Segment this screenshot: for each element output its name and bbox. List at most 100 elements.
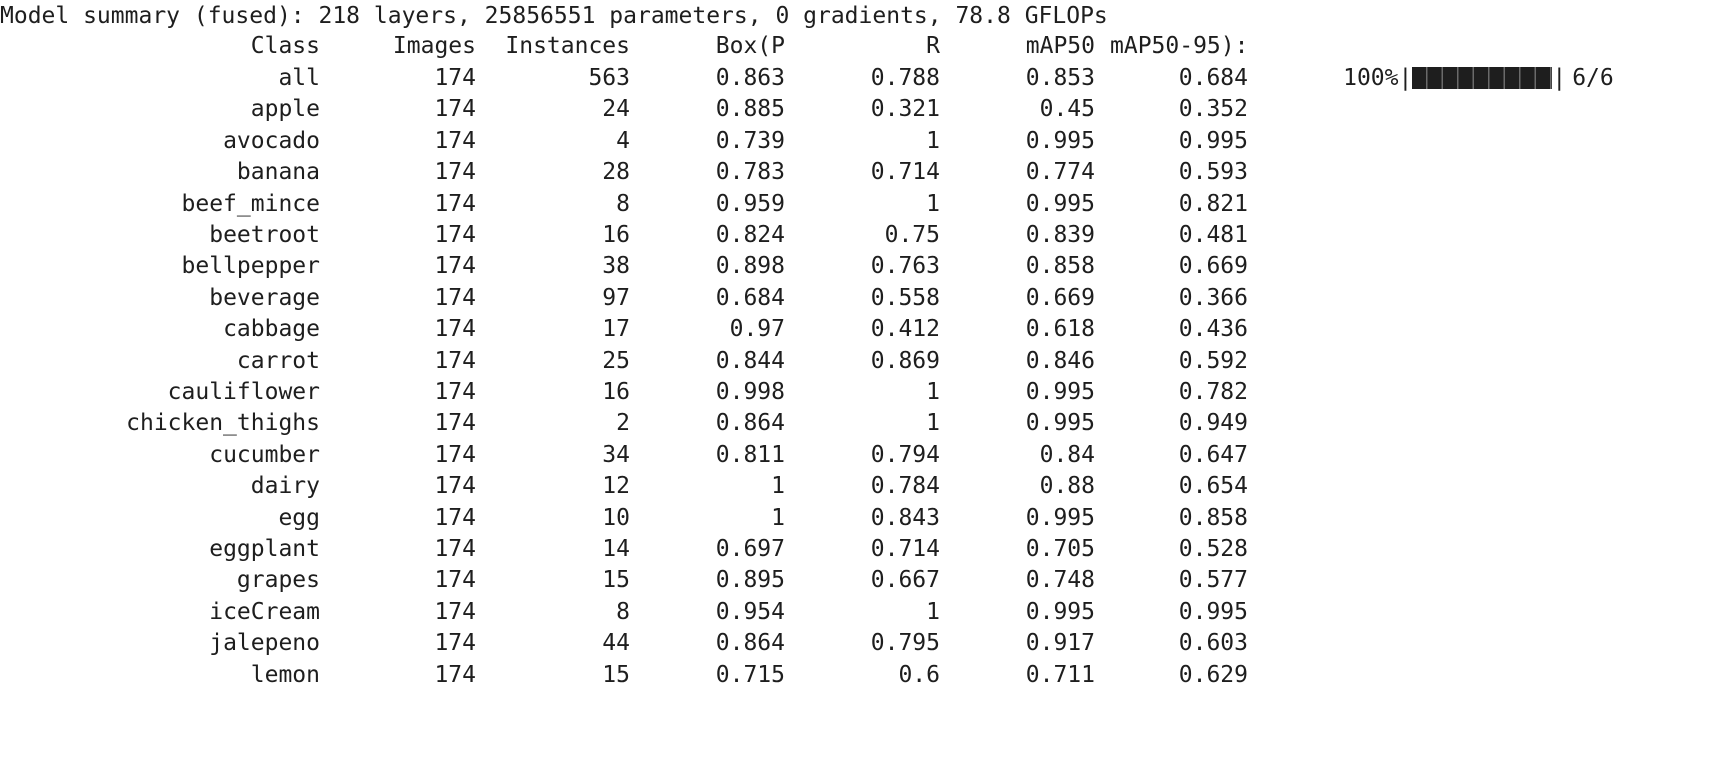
cell-instances: 38 <box>602 253 630 280</box>
cell-box-p: 0.998 <box>715 379 785 405</box>
cell-instances: 16 <box>602 379 630 405</box>
cell-r: 0.667 <box>870 567 940 594</box>
cell-instances: 15 <box>602 567 630 594</box>
cell-instances: 97 <box>602 284 630 311</box>
cell-images: 174 <box>434 253 476 280</box>
cell-class: carrot <box>236 347 320 374</box>
cell-map50-95: 0.995 <box>1178 127 1248 154</box>
cell-r: 0.794 <box>870 441 940 468</box>
cell-box-p: 0.97 <box>729 316 785 343</box>
cell-instances: 12 <box>602 473 630 500</box>
cell-instances: 28 <box>602 159 630 186</box>
cell-class: bellpepper <box>181 253 320 280</box>
cell-class: dairy <box>250 473 320 500</box>
cell-box-p: 0.844 <box>715 347 785 374</box>
cell-map50-95: 0.577 <box>1178 567 1248 594</box>
cell-images: 174 <box>434 284 476 311</box>
header-images: Images <box>392 33 476 59</box>
table-row: beef_mince 174 8 0.959 1 0.995 0.821 <box>0 188 1715 220</box>
cell-class: beetroot <box>209 222 320 248</box>
cell-images: 174 <box>434 316 476 343</box>
table-row: cabbage 174 17 0.97 0.412 0.618 0.436 <box>0 313 1715 345</box>
cell-map50: 0.853 <box>1025 65 1095 91</box>
header-box-p: Box(P <box>715 33 785 59</box>
cell-instances: 2 <box>616 410 630 437</box>
table-row: banana 174 28 0.783 0.714 0.774 0.593 <box>0 156 1715 188</box>
cell-map50-95: 0.654 <box>1178 473 1248 500</box>
cell-map50: 0.995 <box>1025 190 1095 217</box>
progress-percent: 100% <box>1343 65 1399 91</box>
table-row: apple 174 24 0.885 0.321 0.45 0.352 <box>0 93 1715 125</box>
cell-instances: 25 <box>602 347 630 374</box>
cell-map50: 0.618 <box>1025 316 1095 343</box>
cell-images: 174 <box>434 598 476 625</box>
model-summary-line: Model summary (fused): 218 layers, 25856… <box>0 3 1108 29</box>
cell-box-p: 0.954 <box>715 598 785 625</box>
header-map50: mAP50 <box>1025 33 1095 59</box>
cell-instances: 4 <box>616 127 630 154</box>
progress-bar-fill <box>1412 67 1553 89</box>
cell-map50-95: 0.481 <box>1178 222 1248 248</box>
cell-map50-95: 0.629 <box>1178 661 1248 688</box>
cell-instances: 563 <box>588 65 630 91</box>
table-row: grapes 174 15 0.895 0.667 0.748 0.577 <box>0 564 1715 596</box>
table-row: cauliflower 174 16 0.998 1 0.995 0.782 <box>0 376 1715 408</box>
cell-class: all <box>278 65 320 91</box>
cell-map50-95: 0.684 <box>1178 65 1248 91</box>
cell-box-p: 0.739 <box>715 127 785 154</box>
cell-map50-95: 0.528 <box>1178 536 1248 562</box>
cell-images: 174 <box>434 630 476 657</box>
cell-box-p: 0.783 <box>715 159 785 186</box>
cell-map50-95: 0.647 <box>1178 441 1248 468</box>
cell-class: apple <box>250 96 320 123</box>
header-map50-95: mAP50-95): <box>1110 33 1249 59</box>
cell-r: 0.75 <box>884 222 940 248</box>
cell-r: 0.6 <box>898 661 940 688</box>
cell-images: 174 <box>434 661 476 688</box>
cell-images: 174 <box>434 536 476 562</box>
cell-map50: 0.995 <box>1025 127 1095 154</box>
cell-r: 0.714 <box>870 536 940 562</box>
cell-images: 174 <box>434 65 476 91</box>
cell-r: 0.558 <box>870 284 940 311</box>
cell-images: 174 <box>434 410 476 437</box>
cell-class: cauliflower <box>167 379 320 405</box>
table-row: chicken_thighs 174 2 0.864 1 0.995 0.949 <box>0 407 1715 439</box>
cell-map50-95: 0.669 <box>1178 253 1248 280</box>
cell-instances: 10 <box>602 504 630 531</box>
cell-r: 0.714 <box>870 159 940 186</box>
cell-box-p: 0.715 <box>715 661 785 688</box>
cell-map50-95: 0.592 <box>1178 347 1248 374</box>
cell-r: 1 <box>926 127 940 154</box>
cell-class: jalepeno <box>209 630 320 657</box>
cell-map50-95: 0.352 <box>1178 96 1248 123</box>
table-row: egg 174 10 1 0.843 0.995 0.858 <box>0 502 1715 534</box>
cell-map50: 0.45 <box>1039 96 1095 123</box>
table-row: cucumber 174 34 0.811 0.794 0.84 0.647 <box>0 439 1715 471</box>
cell-images: 174 <box>434 473 476 500</box>
table-row: beverage 174 97 0.684 0.558 0.669 0.366 <box>0 282 1715 314</box>
cell-class: chicken_thighs <box>126 410 320 437</box>
cell-map50: 0.711 <box>1025 661 1095 688</box>
cell-class: beef_mince <box>181 190 320 217</box>
cell-class: cabbage <box>223 316 320 343</box>
cell-instances: 16 <box>602 222 630 248</box>
table-header-row: Class Images Instances Box(P R mAP50 mAP… <box>0 30 1715 91</box>
cell-box-p: 1 <box>771 473 785 500</box>
cell-images: 174 <box>434 159 476 186</box>
cell-map50: 0.846 <box>1025 347 1095 374</box>
cell-map50: 0.705 <box>1025 536 1095 562</box>
table-row: beetroot 174 16 0.824 0.75 0.839 0.481 <box>0 219 1715 251</box>
cell-r: 1 <box>926 379 940 405</box>
header-r: R <box>926 33 940 59</box>
cell-map50-95: 0.782 <box>1178 379 1248 405</box>
cell-map50-95: 0.603 <box>1178 630 1248 657</box>
cell-map50: 0.995 <box>1025 410 1095 437</box>
cell-map50: 0.858 <box>1025 253 1095 280</box>
table-row: carrot 174 25 0.844 0.869 0.846 0.592 <box>0 345 1715 377</box>
cell-map50-95: 0.858 <box>1178 504 1248 531</box>
cell-map50: 0.88 <box>1039 473 1095 500</box>
cell-r: 0.788 <box>870 65 940 91</box>
cell-map50: 0.839 <box>1025 222 1095 248</box>
cell-images: 174 <box>434 504 476 531</box>
